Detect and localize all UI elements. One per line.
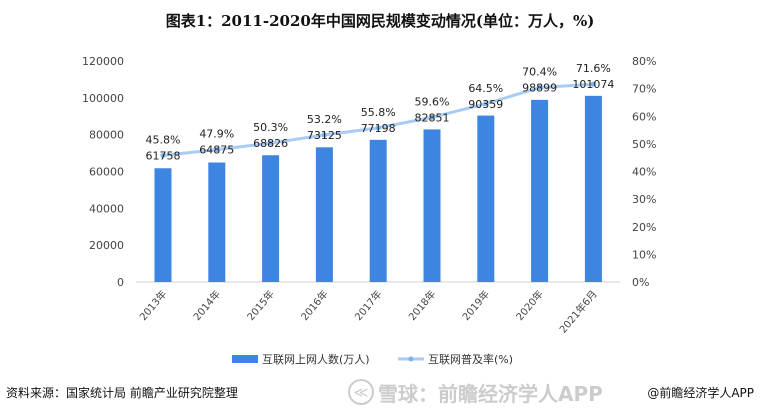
legend-bar-label: 互联网上网人数(万人) [262,353,370,366]
line-data-label: 47.9% [199,128,234,141]
bar-data-label: 73125 [307,129,342,142]
left-axis-tick: 80000 [89,129,124,142]
right-axis-tick: 40% [632,166,656,179]
line-data-label: 64.5% [468,82,503,95]
x-axis-tick: 2016年 [298,288,331,324]
bar [262,155,280,282]
legend-line-marker [408,356,414,362]
line-point [214,147,220,153]
bar [584,95,602,283]
line-point [483,101,489,107]
bar-data-label: 101074 [572,78,614,91]
x-axis-tick: 2019年 [459,288,492,324]
line-point [375,125,381,131]
xueqiu-logo-mark: ≪ [354,385,369,401]
watermark-text: 雪球：前瞻经济学人APP [378,382,603,406]
line-point [268,140,274,146]
line-point [321,132,327,138]
bar-data-label: 90359 [468,98,503,111]
x-axis-tick: 2015年 [244,288,277,324]
x-axis-tick: 2017年 [352,288,385,324]
right-axis-tick: 50% [632,138,656,151]
bar [369,139,387,282]
line-data-label: 70.4% [522,66,557,79]
bar [315,147,333,282]
bar [531,99,549,282]
bar-data-label: 77198 [361,122,396,135]
bar [423,129,441,282]
line-data-label: 53.2% [307,113,342,126]
line-data-label: 50.3% [253,121,288,134]
line-data-label: 45.8% [146,133,181,146]
bar [154,168,172,282]
right-axis-tick: 30% [632,193,656,206]
xueqiu-logo-icon [348,379,374,405]
bar [208,162,226,282]
left-axis-tick: 40000 [89,202,124,215]
bar-data-label: 98899 [522,82,557,95]
left-axis-tick: 100000 [82,92,124,105]
x-axis-tick: 2018年 [406,288,439,324]
x-axis-tick: 2013年 [137,288,170,324]
left-axis-tick: 60000 [89,166,124,179]
bar-data-label: 64875 [199,144,234,157]
bar [477,115,495,283]
credit-text: @前瞻经济学人APP [647,386,754,400]
right-axis-tick: 10% [632,248,656,261]
line-point [429,114,435,120]
legend-bar-swatch [232,355,258,363]
right-axis-tick: 20% [632,221,656,234]
line-data-label: 59.6% [415,95,450,108]
chart-title: 图表1：2011-2020年中国网民规模变动情况(单位：万人，%) [165,12,595,30]
bar-data-label: 61758 [146,149,181,162]
source-note: 资料来源：国家统计局 前瞻产业研究院整理 [6,386,238,400]
line-point [590,81,596,87]
x-axis-tick: 2020年 [513,288,546,324]
left-axis-tick: 20000 [89,239,124,252]
bar-data-label: 82851 [415,111,450,124]
x-axis-tick: 2014年 [190,288,223,324]
left-axis-tick: 120000 [82,55,124,68]
line-point [160,152,166,158]
right-axis-tick: 80% [632,55,656,68]
bar-data-label: 68826 [253,137,288,150]
line-point [537,85,543,91]
right-axis-tick: 60% [632,110,656,123]
right-axis-tick: 70% [632,83,656,96]
x-axis-tick: 2021年6月 [556,288,599,336]
left-axis-tick: 0 [117,276,124,289]
line-data-label: 71.6% [576,62,611,75]
right-axis-tick: 0% [632,276,649,289]
line-data-label: 55.8% [361,106,396,119]
legend-line-label: 互联网普及率(%) [428,352,513,366]
